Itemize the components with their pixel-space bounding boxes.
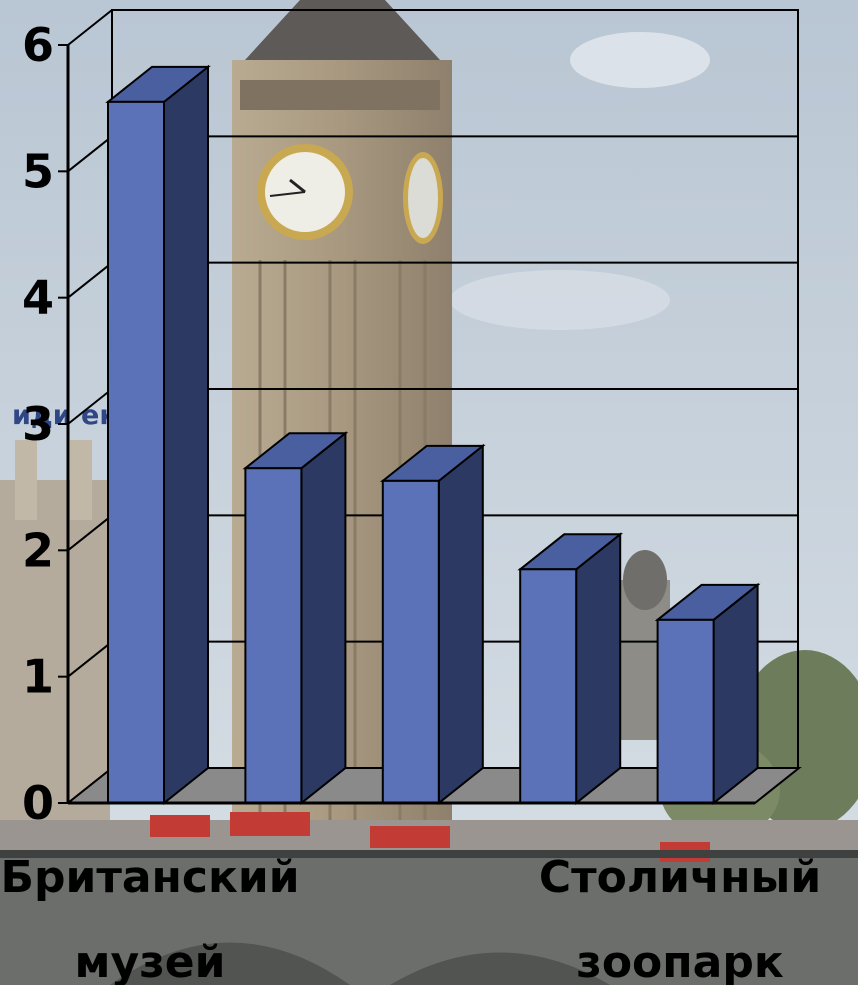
y-tick-label: 2 [22,523,54,577]
bar-front [244,467,303,804]
y-tick-label: 3 [22,397,54,451]
gridline-diagonal [67,261,113,299]
bar [105,64,211,806]
y-tick-label: 6 [22,18,54,72]
y-tick-label: 0 [22,776,54,830]
bar-side [300,431,347,806]
x-category-label: музей [75,937,226,985]
bar-front [381,479,440,804]
bar [242,431,349,806]
bar-side [575,532,622,806]
bar-front [519,568,578,804]
bar [379,443,486,806]
x-category-label: Столичный [539,852,821,903]
x-category-label: Британский [0,852,299,903]
gridline-diagonal [67,9,113,46]
bar-front [107,100,165,805]
bar-side [712,582,759,806]
y-tick-label: 1 [22,650,54,704]
bar [654,582,761,806]
bar-front [656,618,715,804]
y-tick-label: 4 [22,271,54,325]
gridline-diagonal [67,135,113,173]
bar-side [163,64,209,806]
gridline-diagonal [67,640,113,678]
x-category-label: зоопарк [576,937,784,985]
bar [517,532,624,806]
y-tick-label: 5 [22,144,54,198]
bar-side [437,443,484,806]
gridline-diagonal [67,514,113,552]
gridline-diagonal [67,388,113,425]
